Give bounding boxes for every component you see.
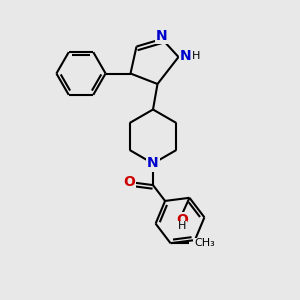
Text: O: O [176, 213, 188, 227]
Text: N: N [156, 29, 168, 43]
Text: O: O [123, 175, 135, 189]
Text: H: H [192, 51, 200, 62]
Text: N: N [147, 157, 159, 170]
Text: H: H [178, 221, 186, 231]
Text: N: N [180, 50, 192, 63]
Text: CH₃: CH₃ [194, 238, 215, 248]
